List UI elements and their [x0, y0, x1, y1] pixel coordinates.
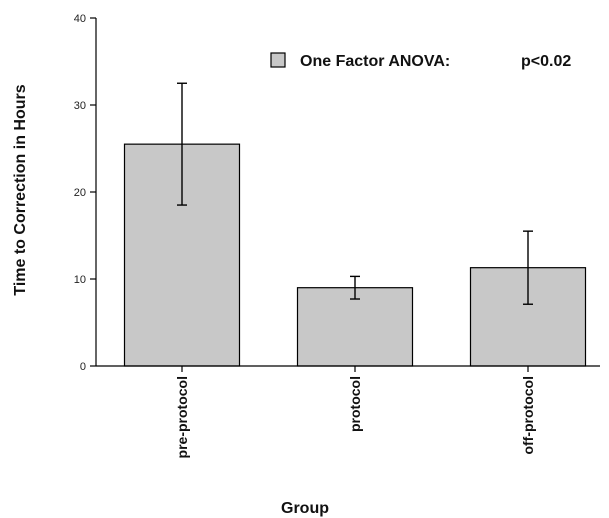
x-axis-title: Group [281, 500, 329, 517]
error-bar-pre-protocol [177, 82, 187, 206]
y-tick-label-4: 40 [74, 13, 86, 25]
y-axis-title: Time to Correction in Hours [12, 84, 29, 295]
y-tick-label-1: 10 [74, 274, 86, 286]
x-tick-label-pre-protocol: pre-protocol [174, 376, 190, 458]
error-bar-off-protocol [523, 230, 533, 305]
error-bars-layer [177, 82, 533, 305]
x-tick-label-protocol: protocol [347, 376, 363, 432]
x-tick-label-off-protocol: off-protocol [520, 376, 536, 455]
y-ticks-layer: 0 10 20 30 40 [74, 13, 96, 373]
error-bar-protocol [350, 275, 360, 300]
legend-value: p<0.02 [521, 53, 571, 70]
legend-swatch [270, 52, 286, 68]
y-tick-label-3: 30 [74, 100, 86, 112]
legend-label: One Factor ANOVA: [300, 53, 450, 70]
x-ticks-layer: pre-protocol protocol off-protocol [174, 366, 536, 458]
legend: One Factor ANOVA: p<0.02 [270, 52, 571, 70]
y-tick-label-0: 0 [80, 361, 86, 373]
bars-layer [123, 143, 587, 367]
y-tick-label-2: 20 [74, 187, 86, 199]
bar-protocol [296, 287, 414, 367]
